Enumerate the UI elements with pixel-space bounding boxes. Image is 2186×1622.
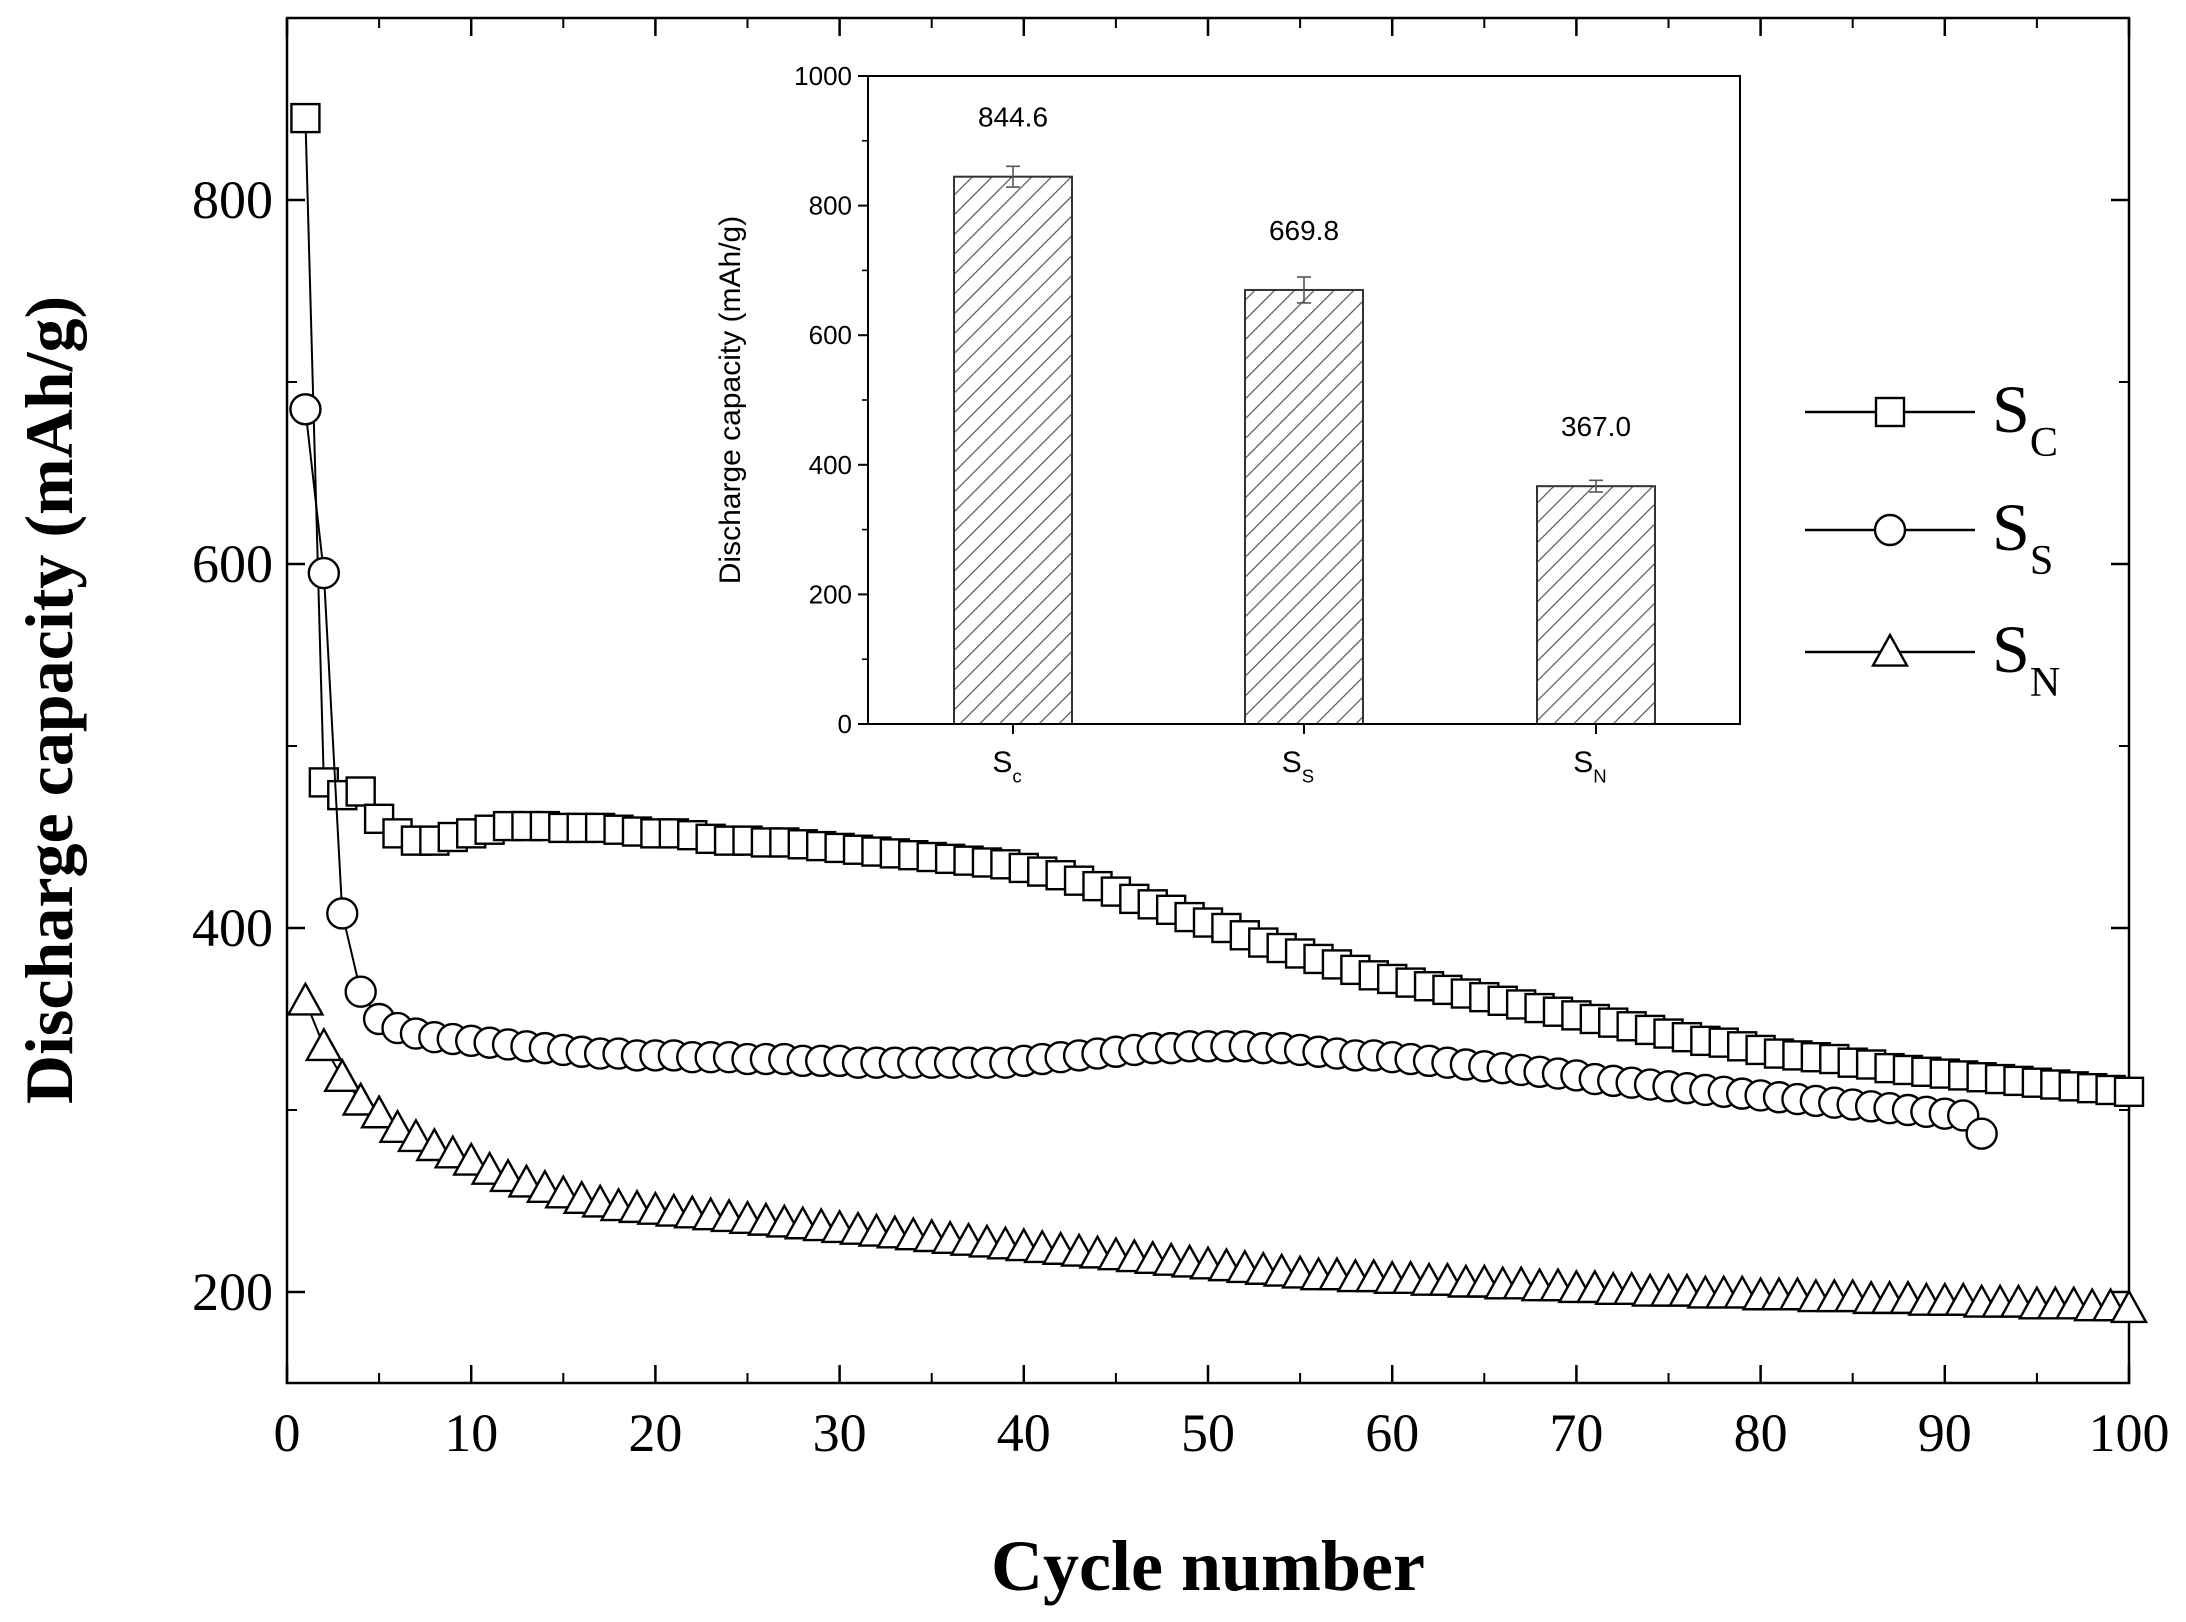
inset-y-tick-label: 200 — [809, 579, 852, 609]
inset-y-tick-labels: 0 200 400 600 800 1000 — [794, 61, 852, 739]
x-tick-label: 40 — [997, 1403, 1051, 1463]
inset-bar — [953, 175, 1073, 725]
y-tick-label: 800 — [192, 170, 273, 230]
inset-x-tick-label: SS — [1282, 746, 1314, 787]
main-series — [286, 102, 2149, 1324]
inset-y-tick-label: 0 — [838, 709, 852, 739]
data-point-circle — [1965, 1117, 1998, 1150]
x-tick-label: 10 — [444, 1403, 498, 1463]
legend-marker-triangle — [1870, 632, 1910, 667]
series-SS — [289, 393, 1998, 1150]
inset-value-labels: 844.6 669.8 367.0 — [978, 102, 1631, 442]
data-point-triangle — [396, 1117, 435, 1153]
data-point-square — [345, 776, 376, 807]
legend-item: SN — [1805, 611, 2060, 706]
x-tick-label: 100 — [2089, 1403, 2170, 1463]
x-tick-label: 90 — [1918, 1403, 1972, 1463]
inset-x-tick-label-sub: N — [1593, 766, 1606, 787]
legend-label: SC — [1992, 371, 2058, 466]
y-tick-label: 600 — [192, 534, 273, 594]
main-axis-ticks — [285, 18, 2131, 1383]
main-x-axis-label: Cycle number — [991, 1526, 1425, 1606]
inset-bars — [953, 165, 1656, 725]
main-x-tick-labels: 0 10 20 30 40 50 60 70 80 90 100 — [274, 1403, 2170, 1463]
inset-y-tick-label: 400 — [809, 450, 852, 480]
inset-value-label: 669.8 — [1269, 215, 1339, 246]
inset-x-tick-label-main: S — [1573, 746, 1593, 779]
data-point-circle — [307, 556, 341, 590]
legend-item: SS — [1805, 489, 2053, 584]
inset-y-tick-label: 1000 — [794, 61, 852, 91]
main-chart: 0 10 20 30 40 50 60 70 80 90 100 200 400 600 800 Cycl… — [11, 16, 2170, 1606]
inset-x-tick-label: Sc — [992, 746, 1021, 787]
x-tick-label: 50 — [1181, 1403, 1235, 1463]
x-tick-label: 70 — [1549, 1403, 1603, 1463]
inset-x-tick-label-sub: S — [1302, 766, 1314, 787]
inset-x-tick-labels: Sc SS SN — [992, 746, 1606, 787]
data-point-triangle — [360, 1094, 399, 1129]
data-point-triangle — [452, 1141, 491, 1176]
inset-y-tick-label: 800 — [809, 191, 852, 221]
inset-y-tick-label: 600 — [809, 320, 852, 350]
data-point-triangle — [304, 1026, 343, 1062]
inset-x-tick-label-main: S — [1282, 746, 1302, 779]
legend-label-sub: N — [2030, 659, 2060, 706]
inset-bar — [1244, 288, 1364, 725]
legend-label-sub: C — [2030, 419, 2058, 466]
y-tick-label: 400 — [192, 898, 273, 958]
legend-label: SN — [1992, 611, 2060, 706]
main-y-tick-labels: 200 400 600 800 — [192, 170, 273, 1322]
data-point-triangle — [286, 981, 325, 1016]
series-SN — [286, 981, 2149, 1324]
legend-label-main: S — [1992, 371, 2030, 447]
legend-label-sub: S — [2030, 537, 2053, 584]
series-SC — [290, 102, 2145, 1108]
data-point-triangle — [2109, 1288, 2149, 1324]
legend-label-main: S — [1992, 489, 2030, 565]
legend-label-main: S — [1992, 611, 2030, 687]
x-tick-label: 0 — [274, 1403, 301, 1463]
data-point-triangle — [341, 1081, 380, 1116]
x-tick-label: 30 — [813, 1403, 867, 1463]
legend-label: SS — [1992, 489, 2053, 584]
data-point-circle — [289, 393, 322, 426]
inset-value-label: 367.0 — [1561, 411, 1631, 442]
inset-x-tick-label-sub: c — [1012, 766, 1021, 787]
data-point-circle — [326, 897, 359, 930]
inset-x-tick-label-main: S — [992, 746, 1012, 779]
legend-item: SC — [1805, 371, 2058, 466]
x-tick-label: 80 — [1734, 1403, 1788, 1463]
inset-bar — [1536, 485, 1656, 725]
inset-x-tick-label: SN — [1573, 746, 1606, 787]
x-tick-label: 60 — [1365, 1403, 1419, 1463]
data-point-triangle — [323, 1057, 362, 1093]
main-y-axis-label: Discharge capacity (mAh/g) — [11, 296, 87, 1104]
legend-marker-circle — [1873, 513, 1907, 547]
inset-value-label: 844.6 — [978, 102, 1048, 133]
data-point-circle — [344, 975, 377, 1008]
data-point-square — [290, 102, 321, 134]
data-point-square — [2113, 1076, 2145, 1108]
inset-axis-ticks — [858, 75, 1597, 734]
inset-y-axis-label: Discharge capacity (mAh/g) — [714, 216, 747, 584]
data-point-triangle — [378, 1108, 417, 1144]
x-tick-label: 20 — [628, 1403, 682, 1463]
legend-marker-square — [1874, 396, 1906, 428]
y-tick-label: 200 — [192, 1262, 273, 1322]
